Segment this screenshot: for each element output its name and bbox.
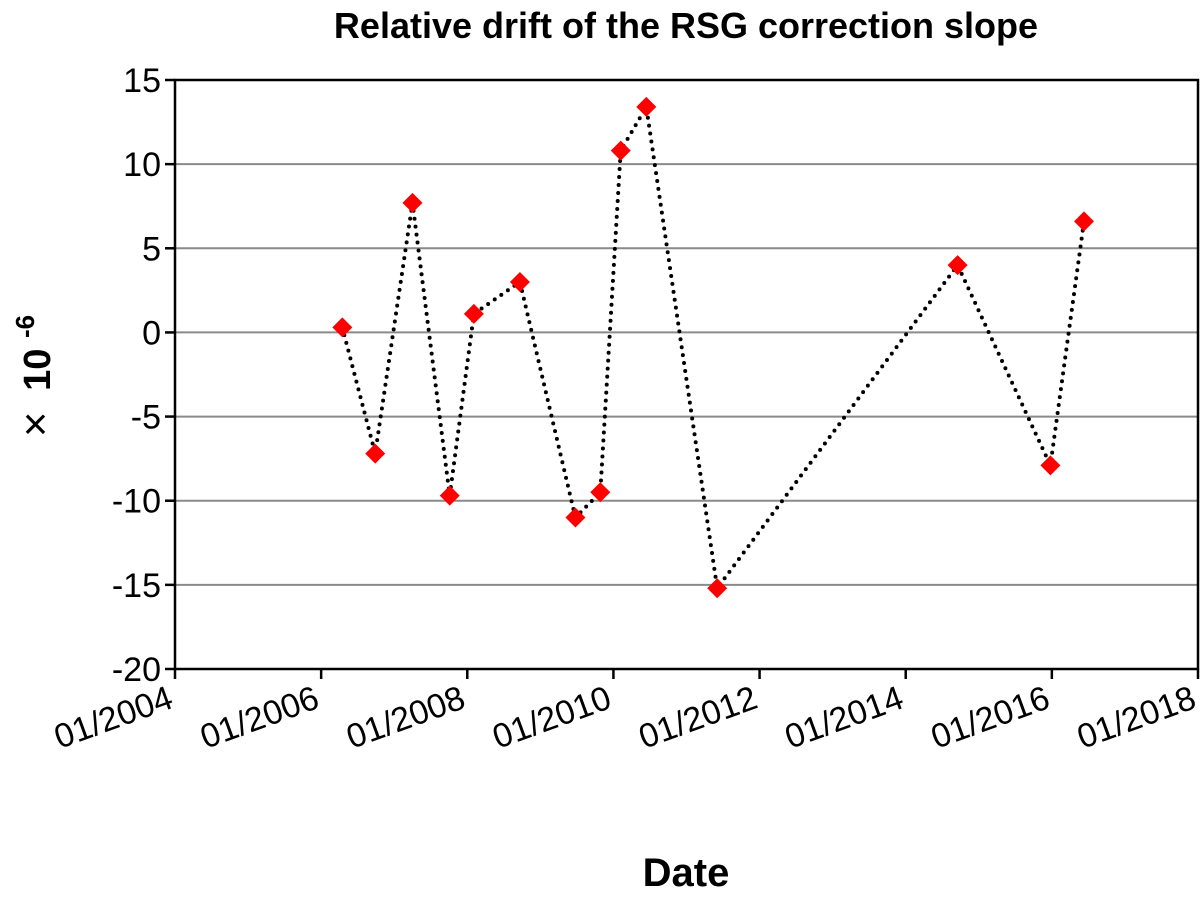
- x-tick-label: 01/2004: [49, 679, 177, 757]
- data-point: [365, 443, 386, 464]
- y-axis-title: × 10 -6: [10, 315, 60, 437]
- data-series: [332, 96, 1095, 599]
- x-tick-label: 01/2012: [634, 679, 762, 757]
- grid-lines: [175, 163, 1198, 586]
- data-point: [439, 485, 460, 506]
- chart-title: Relative drift of the RSG correction slo…: [334, 5, 1038, 46]
- y-axis-title-exponent: -6: [10, 315, 40, 338]
- series-line: [340, 104, 1086, 591]
- x-axis-title: Date: [643, 851, 730, 895]
- x-tick-label: 01/2014: [780, 679, 908, 757]
- x-tick-label: 01/2016: [926, 679, 1054, 757]
- data-point: [565, 507, 586, 528]
- x-tick-label: 01/2010: [488, 679, 616, 757]
- y-tick-label: 10: [123, 146, 161, 184]
- data-point: [402, 192, 423, 213]
- y-tick-label: -10: [112, 483, 161, 521]
- y-axis-title-symbol: ×: [11, 411, 60, 437]
- x-tick-label: 01/2006: [195, 679, 323, 757]
- data-point: [1074, 211, 1095, 232]
- x-tick-label: 01/2018: [1072, 679, 1200, 757]
- y-tick-label: 5: [142, 230, 161, 268]
- data-point: [707, 578, 728, 599]
- data-point: [636, 96, 657, 117]
- y-tick-label: -15: [112, 567, 161, 605]
- data-point: [610, 140, 631, 161]
- y-tick-label: -20: [112, 651, 161, 689]
- data-point: [332, 317, 353, 338]
- data-point: [947, 255, 968, 276]
- y-tick-label: -5: [131, 399, 161, 437]
- data-point: [509, 271, 530, 292]
- svg-text:× 10 -6: × 10 -6: [10, 315, 60, 437]
- y-tick-label: 15: [123, 62, 161, 100]
- data-point: [590, 482, 611, 503]
- data-point: [463, 303, 484, 324]
- y-axis-title-base: 10: [17, 349, 59, 391]
- y-tick-label: 0: [142, 314, 161, 352]
- data-point: [1040, 455, 1061, 476]
- x-tick-label: 01/2008: [342, 679, 470, 757]
- plot-area: [173, 78, 1200, 671]
